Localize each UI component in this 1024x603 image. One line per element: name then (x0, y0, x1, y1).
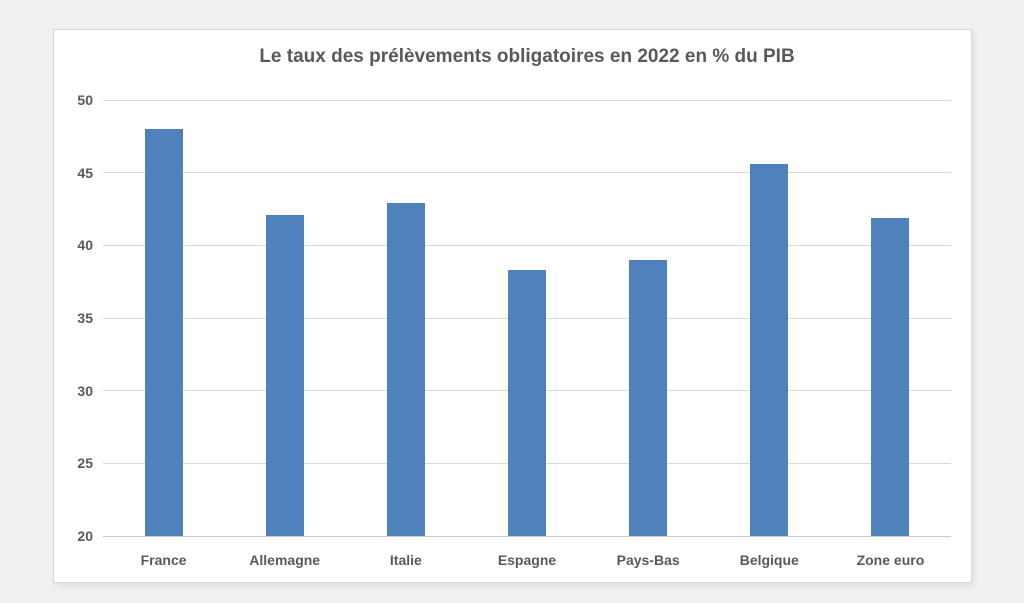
bar-allemagne (265, 214, 304, 536)
y-axis-tick-label: 25 (77, 455, 93, 472)
y-axis-tick-label: 40 (77, 237, 93, 254)
bar-pays-bas (629, 259, 668, 536)
y-axis-tick-label: 35 (77, 310, 93, 326)
plot-area: 20 25 30 35 40 45 50 France Allemagne Italie Espag… (77, 92, 951, 568)
chart-panel: Le taux des prélèvements obligatoires en… (53, 29, 972, 583)
gridline (103, 99, 951, 101)
bar-italie (386, 203, 425, 536)
x-axis-tick-label: Allemagne (249, 552, 321, 568)
x-axis-tick-label: France (140, 552, 187, 568)
bar-belgique (750, 163, 789, 536)
x-axis-tick-label: Italie (389, 552, 422, 568)
x-axis-tick-label: Espagne (497, 552, 557, 568)
bar-zone-euro (871, 217, 910, 536)
x-axis-tick-label: Zone euro (856, 552, 925, 568)
x-axis-line (103, 535, 951, 537)
gridline (103, 244, 951, 246)
x-axis-tick-label: Pays-Bas (616, 552, 680, 568)
y-axis-tick-label: 50 (77, 92, 93, 108)
y-axis-tick-label: 30 (77, 382, 93, 399)
chart-title: Le taux des prélèvements obligatoires en… (259, 46, 795, 67)
gridline (103, 172, 951, 174)
y-axis-tick-label: 45 (77, 164, 93, 181)
y-axis-tick-label: 20 (77, 528, 93, 544)
bar-espagne (508, 270, 546, 536)
bar-france (144, 129, 183, 536)
x-axis-tick-label: Belgique (739, 552, 799, 568)
